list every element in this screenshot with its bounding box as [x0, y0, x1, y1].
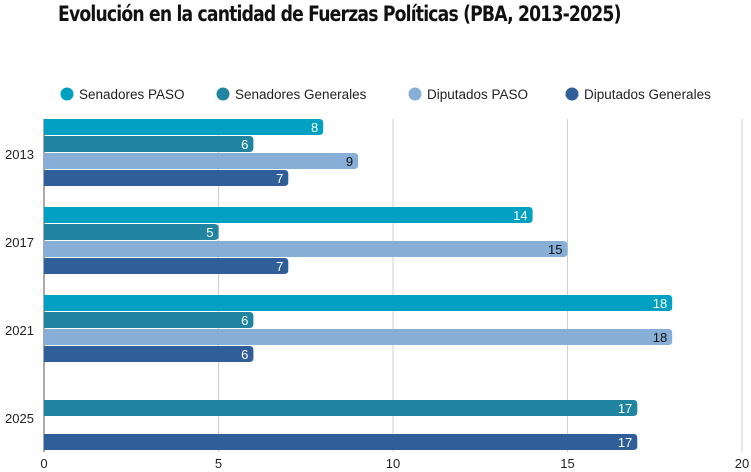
data-label: 15	[548, 242, 562, 257]
y-tick-label: 2013	[5, 147, 34, 162]
bar	[44, 400, 638, 416]
y-tick-label: 2025	[5, 411, 34, 426]
legend-marker	[408, 87, 422, 101]
legend-label: Diputados Generales	[584, 87, 711, 102]
bar	[44, 119, 324, 135]
data-label: 7	[276, 171, 283, 186]
data-label: 5	[206, 225, 213, 240]
bar	[43, 207, 533, 223]
data-label: 18	[653, 330, 667, 345]
chart-title: Evolución en la cantidad de Fuerzas Polí…	[58, 2, 621, 26]
x-tick-label: 15	[560, 456, 574, 471]
data-label: 17	[618, 401, 632, 416]
legend-label: Diputados PASO	[427, 87, 528, 102]
data-label: 6	[241, 313, 248, 328]
bar	[44, 153, 359, 169]
data-label: 6	[241, 137, 248, 152]
bar	[44, 329, 673, 345]
data-label: 17	[618, 435, 632, 450]
y-tick-label: 2021	[5, 323, 34, 338]
bar	[44, 224, 219, 240]
legend-marker	[60, 87, 74, 101]
legend-marker	[216, 87, 230, 101]
bar	[44, 136, 254, 152]
bar	[44, 312, 254, 328]
bar	[44, 241, 568, 257]
bar	[44, 434, 638, 450]
legend-label: Senadores Generales	[235, 87, 367, 102]
data-label: 14	[513, 208, 527, 223]
x-tick-label: 20	[735, 456, 749, 471]
data-label: 18	[653, 296, 667, 311]
bar	[43, 170, 289, 186]
y-tick-label: 2017	[5, 235, 34, 250]
bar	[44, 346, 254, 362]
data-label: 9	[346, 154, 353, 169]
x-tick-label: 5	[215, 456, 222, 471]
x-tick-label: 0	[40, 456, 47, 471]
legend-label: Senadores PASO	[79, 87, 185, 102]
bar	[44, 295, 673, 311]
legend-marker	[565, 87, 579, 101]
data-label: 7	[276, 259, 283, 274]
data-label: 6	[241, 347, 248, 362]
x-tick-label: 10	[386, 456, 400, 471]
data-label: 8	[311, 120, 318, 135]
bar	[43, 258, 289, 274]
